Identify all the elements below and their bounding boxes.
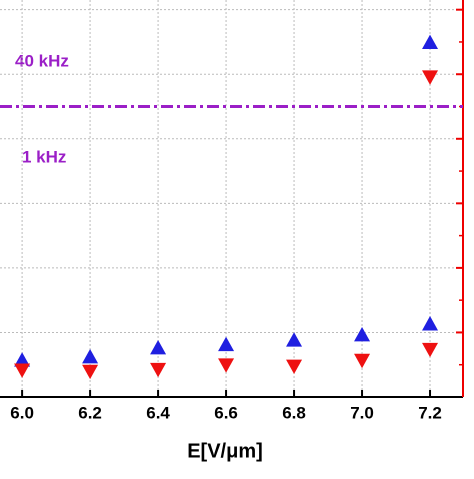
annotation: 40 kHz bbox=[15, 51, 69, 70]
data-point bbox=[422, 34, 439, 50]
data-point bbox=[150, 339, 167, 355]
data-point bbox=[14, 363, 31, 378]
data-point bbox=[422, 70, 439, 85]
data-point bbox=[286, 332, 303, 347]
data-point bbox=[150, 362, 167, 378]
x-tick-label: 6.4 bbox=[146, 403, 170, 422]
x-tick-label: 6.2 bbox=[78, 403, 102, 422]
data-point bbox=[218, 358, 235, 373]
data-point bbox=[14, 352, 31, 367]
data-point bbox=[422, 316, 439, 331]
data-point bbox=[82, 364, 99, 380]
data-point bbox=[286, 359, 303, 375]
x-tick-label: 6.0 bbox=[10, 403, 34, 422]
x-tick-label: 7.0 bbox=[350, 403, 374, 422]
data-point bbox=[354, 353, 371, 369]
x-tick-label: 7.2 bbox=[418, 403, 442, 422]
data-point bbox=[422, 342, 439, 358]
x-tick-label: 6.6 bbox=[214, 403, 238, 422]
x-tick-label: 6.8 bbox=[282, 403, 306, 422]
x-axis-title: E[V/μm] bbox=[187, 440, 263, 462]
data-point bbox=[354, 327, 371, 342]
data-point bbox=[218, 336, 235, 352]
data-point bbox=[82, 348, 99, 364]
annotation: 1 kHz bbox=[22, 147, 66, 166]
